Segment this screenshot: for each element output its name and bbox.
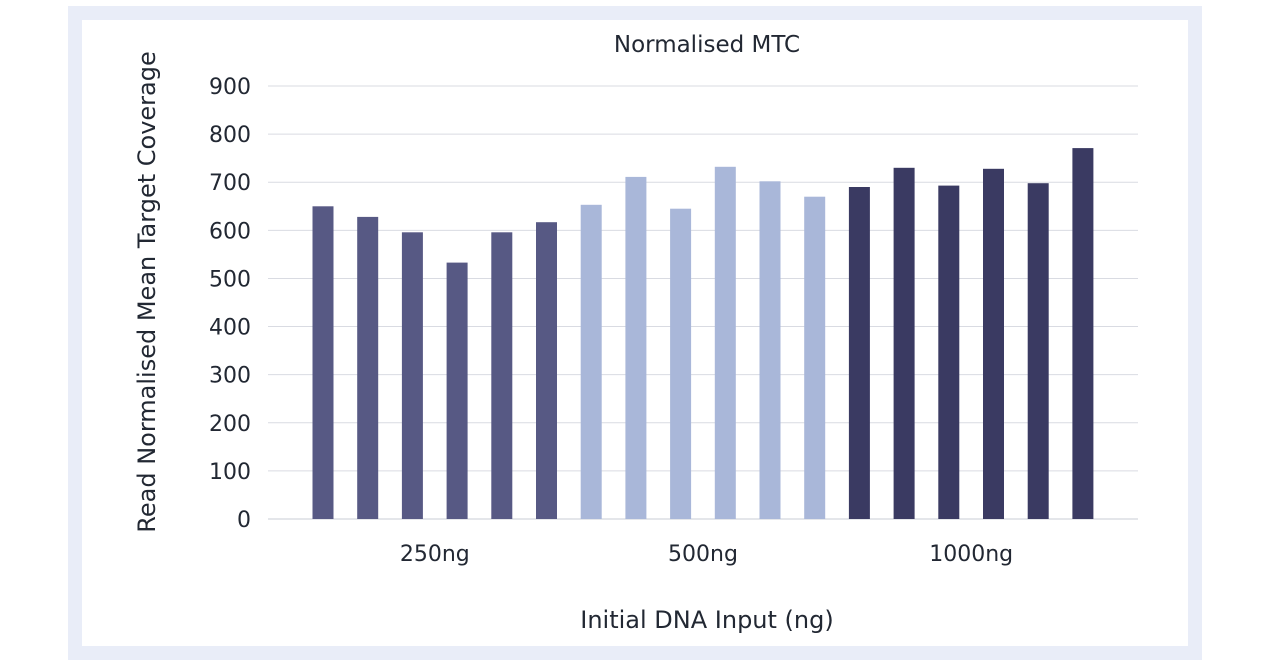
y-tick-label: 400 — [209, 316, 251, 341]
bar-500ng — [670, 208, 692, 519]
bar-500ng — [759, 181, 781, 520]
bars — [312, 148, 1094, 520]
bar-500ng — [625, 176, 647, 519]
bar-1000ng — [1027, 183, 1049, 519]
y-tick-label: 900 — [209, 75, 251, 100]
y-tick-label: 500 — [209, 267, 251, 292]
x-tick-label: 250ng — [400, 542, 470, 567]
y-tick-label: 0 — [237, 508, 251, 533]
bar-1000ng — [938, 185, 960, 519]
x-axis-ticks: 250ng 500ng 1000ng — [400, 542, 1013, 567]
y-tick-label: 100 — [209, 460, 251, 485]
bar-500ng — [580, 204, 602, 520]
x-tick-label: 500ng — [668, 542, 738, 567]
bar-500ng — [714, 166, 736, 520]
bar-1000ng — [893, 167, 915, 520]
bar-250ng — [401, 232, 423, 520]
chart-title: Normalised MTC — [614, 32, 800, 58]
bar-250ng — [312, 206, 334, 520]
y-tick-label: 700 — [209, 171, 251, 196]
bar-250ng — [446, 262, 468, 519]
bar-1000ng — [848, 187, 870, 519]
bar-250ng — [357, 216, 379, 519]
bar-250ng — [536, 222, 557, 519]
y-tick-label: 800 — [209, 123, 251, 148]
y-tick-label: 600 — [209, 219, 251, 244]
y-axis-ticks: 0 100 200 300 400 500 600 700 800 900 — [209, 75, 251, 533]
x-axis-title: Initial DNA Input (ng) — [580, 606, 833, 634]
bar-1000ng — [1072, 148, 1094, 519]
bar-500ng — [804, 196, 826, 519]
bar-1000ng — [983, 168, 1004, 520]
y-tick-label: 300 — [209, 364, 251, 389]
bar-250ng — [491, 232, 513, 520]
y-axis-title: Read Normalised Mean Target Coverage — [133, 51, 161, 532]
gridlines — [268, 85, 1138, 520]
y-tick-label: 200 — [209, 412, 251, 437]
x-tick-label: 1000ng — [929, 542, 1013, 567]
